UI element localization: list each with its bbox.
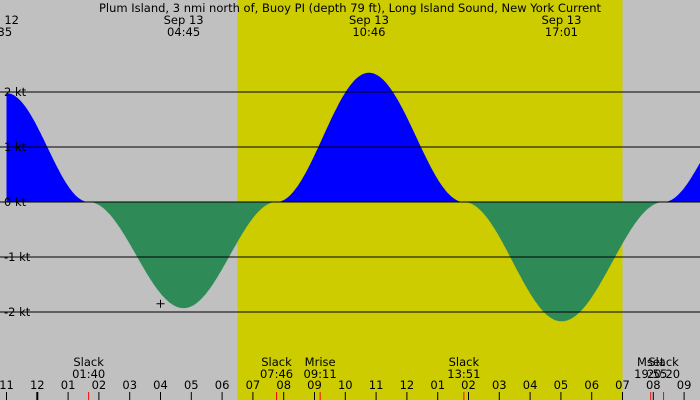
x-tick-label: 10 [338,378,353,392]
y-tick-label: -1 kt [4,250,31,264]
x-tick-label: 11 [0,378,14,392]
x-tick-label: 08 [646,378,661,392]
x-tick-label: 01 [61,378,76,392]
x-tick-label: 04 [153,378,168,392]
top-label-time: 23:35 [0,25,12,39]
y-tick-label: 2 kt [4,85,27,99]
x-tick-label: 05 [184,378,199,392]
x-tick-label: 08 [276,378,291,392]
x-tick-label: 09 [677,378,692,392]
y-tick-label: 1 kt [4,140,27,154]
x-tick-label: 09 [307,378,322,392]
x-tick-label: 11 [369,378,384,392]
x-tick-label: 05 [554,378,569,392]
x-tick-label: 04 [523,378,538,392]
top-label-time: 17:01 [545,25,578,39]
x-tick-label: 06 [215,378,230,392]
x-tick-label: 12 [30,378,45,392]
x-tick-label: 02 [92,378,107,392]
x-tick-label: 01 [430,378,445,392]
top-label-time: 04:45 [167,25,200,39]
x-tick-label: 03 [122,378,137,392]
x-tick-label: 02 [461,378,476,392]
y-tick-label: -2 kt [4,305,31,319]
x-tick-label: 07 [246,378,261,392]
x-tick-label: 06 [584,378,599,392]
y-tick-label: 0 kt [4,195,27,209]
x-tick-label: 07 [615,378,630,392]
x-tick-label: 12 [400,378,415,392]
x-tick-label: 03 [492,378,507,392]
top-label-time: 10:46 [352,25,385,39]
